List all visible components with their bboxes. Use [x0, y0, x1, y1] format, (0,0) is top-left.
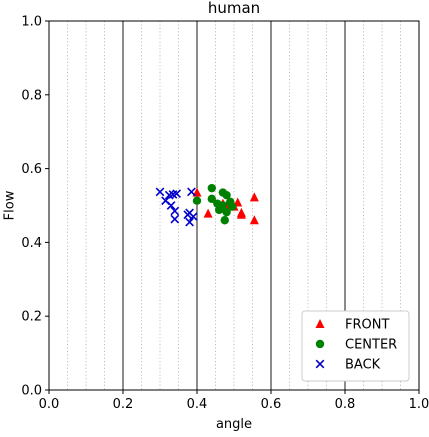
data-marks: [155, 183, 259, 227]
data-point-back: [187, 187, 196, 197]
legend-box: [301, 310, 410, 382]
data-point-back: [172, 189, 182, 199]
x-tick-label: 1.0: [409, 397, 429, 412]
data-point-back: [185, 217, 194, 227]
data-point-center: [218, 201, 228, 210]
data-point-front: [249, 192, 259, 202]
data-point-center: [222, 207, 231, 217]
y-tick-label: 0.4: [21, 236, 42, 251]
y-axis-label: Flow: [3, 190, 18, 220]
data-point-back: [170, 206, 180, 216]
legend-label: FRONT: [345, 318, 389, 333]
x-tick-label: 0.2: [113, 397, 134, 412]
data-point-back: [166, 201, 176, 210]
data-point-center: [220, 216, 229, 225]
x-tick-label: 0.8: [335, 397, 356, 412]
x-tick-label: 0.6: [261, 397, 282, 412]
data-point-front: [203, 208, 213, 218]
plot-frame: [48, 20, 420, 391]
x-tick-label: 0.0: [39, 397, 60, 412]
legend-label: CENTER: [345, 338, 397, 353]
x-tick-label: 0.4: [187, 397, 208, 412]
data-point-front: [236, 207, 246, 217]
data-point-back: [155, 187, 165, 197]
chart-title: human: [208, 0, 260, 17]
data-point-back: [170, 214, 180, 224]
data-point-center: [222, 190, 231, 200]
y-tick-label: 0.8: [21, 88, 42, 103]
series-back: [155, 187, 198, 227]
y-tick-label: 0.2: [21, 310, 42, 325]
data-point-center: [207, 194, 216, 204]
circle-icon: [315, 339, 325, 349]
legend: FRONT CENTER BACK: [301, 310, 410, 382]
y-tick-label: 0.0: [21, 384, 42, 399]
axes: 0.0 0.2 0.4 0.6 0.8 1.0 0.0 0.2 0.4 0.6 0.8 1.0: [21, 15, 429, 413]
triangle-icon: [315, 319, 325, 328]
data-point-front: [249, 215, 259, 225]
data-point-center: [192, 196, 202, 205]
x-axis-label: angle: [216, 417, 252, 432]
data-point-back: [188, 212, 198, 221]
y-tick-label: 0.6: [21, 162, 42, 177]
legend-label: BACK: [345, 358, 381, 373]
data-point-center: [207, 183, 216, 193]
legend-item-front: FRONT: [315, 318, 389, 333]
series-center: [192, 183, 237, 225]
legend-item-back: BACK: [315, 358, 381, 373]
legend-item-center: CENTER: [315, 338, 397, 353]
x-icon: [315, 359, 325, 369]
y-tick-label: 1.0: [21, 15, 42, 30]
data-point-center: [227, 202, 237, 211]
